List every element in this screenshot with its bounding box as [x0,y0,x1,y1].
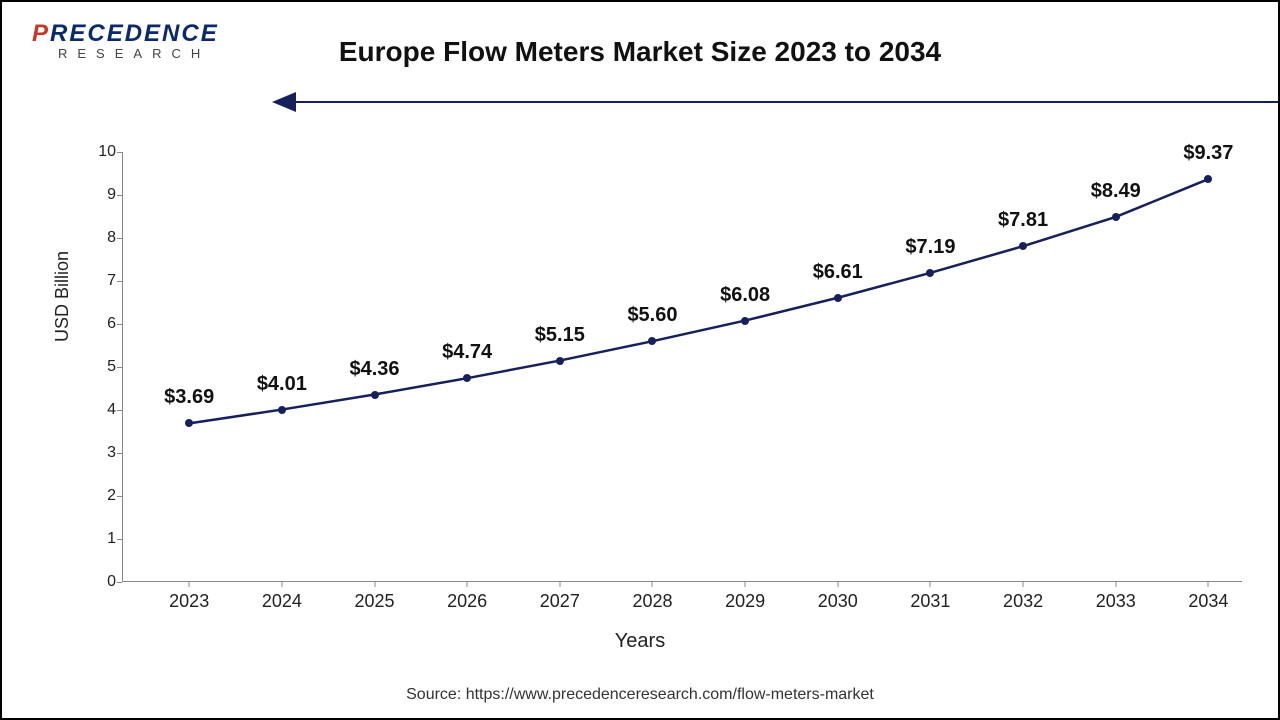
y-tick-label: 2 [82,487,116,505]
data-point [185,419,193,427]
data-label: $4.01 [257,373,307,396]
x-tick-label: 2027 [540,591,580,612]
y-tick-label: 5 [82,358,116,376]
x-tick-mark [1023,582,1024,587]
x-tick-mark [281,582,282,587]
data-label: $7.19 [905,236,955,259]
x-tick-label: 2032 [1003,591,1043,612]
y-tick-label: 3 [82,444,116,462]
y-tick-label: 8 [82,229,116,247]
chart-title: Europe Flow Meters Market Size 2023 to 2… [2,36,1278,68]
chart-frame: PRECEDENCE RESEARCH Europe Flow Meters M… [0,0,1280,720]
data-label: $6.08 [720,284,770,307]
data-point [371,391,379,399]
data-point [834,294,842,302]
y-tick-mark [117,367,122,368]
data-label: $5.15 [535,324,585,347]
y-tick-mark [117,281,122,282]
y-tick-label: 4 [82,401,116,419]
data-label: $7.81 [998,209,1048,232]
decorative-arrow [272,94,1278,110]
x-tick-label: 2031 [910,591,950,612]
x-tick-mark [652,582,653,587]
data-point [463,374,471,382]
x-tick-label: 2034 [1188,591,1228,612]
y-tick-mark [117,195,122,196]
x-tick-mark [837,582,838,587]
x-tick-label: 2023 [169,591,209,612]
x-tick-mark [189,582,190,587]
y-tick-label: 1 [82,530,116,548]
data-point [1019,242,1027,250]
data-point [1112,213,1120,221]
x-tick-label: 2030 [818,591,858,612]
x-tick-mark [745,582,746,587]
data-point [278,406,286,414]
arrow-line [290,101,1278,103]
x-tick-mark [1208,582,1209,587]
line-series [122,152,1242,582]
x-tick-label: 2028 [632,591,672,612]
y-tick-mark [117,539,122,540]
source-caption: Source: https://www.precedenceresearch.c… [2,686,1278,704]
x-tick-label: 2024 [262,591,302,612]
data-label: $4.74 [442,341,492,364]
data-label: $5.60 [627,304,677,327]
data-point [741,317,749,325]
y-tick-mark [117,238,122,239]
x-tick-label: 2026 [447,591,487,612]
y-tick-label: 7 [82,272,116,290]
x-tick-mark [930,582,931,587]
data-point [556,357,564,365]
plot-area: 0123456789102023202420252026202720282029… [122,152,1242,582]
y-axis-label: USD Billion [52,251,73,342]
y-tick-mark [117,582,122,583]
y-tick-label: 9 [82,186,116,204]
data-point [926,269,934,277]
y-tick-label: 0 [82,573,116,591]
y-tick-label: 10 [82,143,116,161]
y-axis [122,152,123,582]
x-tick-label: 2033 [1096,591,1136,612]
data-point [1204,175,1212,183]
y-tick-mark [117,496,122,497]
data-label: $8.49 [1091,180,1141,203]
y-tick-mark [117,410,122,411]
data-label: $9.37 [1183,142,1233,165]
x-tick-mark [559,582,560,587]
y-tick-mark [117,324,122,325]
x-tick-mark [374,582,375,587]
x-axis [122,581,1242,582]
y-tick-mark [117,453,122,454]
y-tick-mark [117,152,122,153]
data-label: $4.36 [349,358,399,381]
series-path [189,179,1208,423]
x-tick-mark [1115,582,1116,587]
x-tick-label: 2025 [354,591,394,612]
data-label: $6.61 [813,261,863,284]
data-point [648,337,656,345]
x-tick-mark [467,582,468,587]
y-tick-label: 6 [82,315,116,333]
x-tick-label: 2029 [725,591,765,612]
x-axis-label: Years [2,630,1278,653]
data-label: $3.69 [164,386,214,409]
